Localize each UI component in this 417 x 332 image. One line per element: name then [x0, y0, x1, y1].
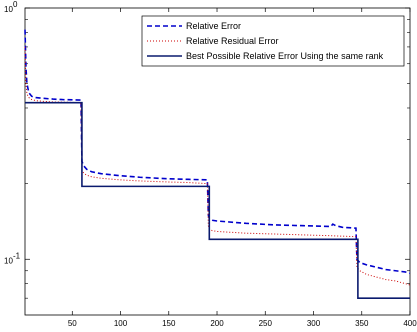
- x-tick-label: 350: [355, 319, 369, 328]
- series-line-2: [25, 101, 410, 299]
- legend-label-best-possible: Best Possible Relative Error Using the s…: [186, 51, 384, 61]
- y-tick-label-base: 10: [4, 256, 13, 265]
- x-tick-label: 50: [68, 319, 77, 328]
- legend-label-relative-error: Relative Error: [186, 21, 241, 31]
- y-tick-label-exponent: -1: [13, 251, 21, 260]
- x-tick-label: 300: [307, 319, 321, 328]
- legend: Relative Error Relative Residual Error B…: [141, 15, 405, 67]
- series-group: [24, 29, 411, 299]
- legend-label-relative-residual-error: Relative Residual Error: [186, 36, 279, 46]
- x-tick-label: 250: [259, 319, 273, 328]
- y-tick-label: 100: [4, 0, 18, 14]
- y-tick-label: 10-1: [4, 251, 21, 265]
- x-tick-label: 100: [114, 319, 128, 328]
- legend-box: [141, 15, 405, 67]
- y-tick-label-base: 10: [4, 5, 13, 14]
- x-tick-label: 200: [210, 319, 224, 328]
- y-tick-label-exponent: 0: [13, 0, 18, 9]
- x-tick-label: 400: [403, 319, 417, 328]
- x-tick-label: 150: [162, 319, 176, 328]
